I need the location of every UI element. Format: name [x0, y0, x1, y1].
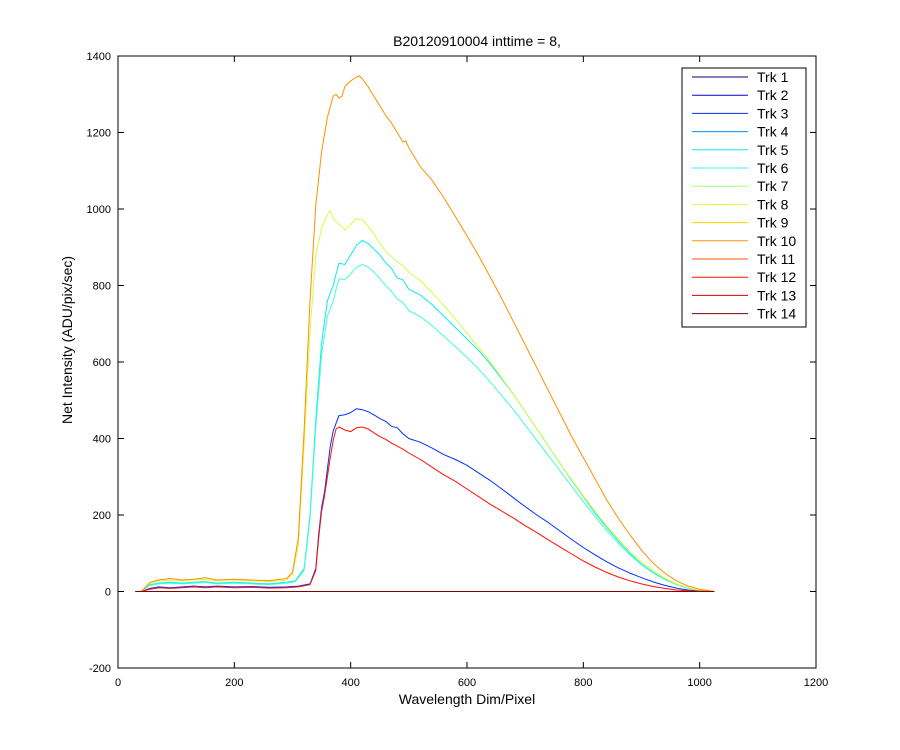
legend-entry: Trk 7	[692, 178, 789, 194]
y-tick-label: 0	[105, 587, 111, 599]
y-tick-label: 1400	[87, 51, 111, 63]
legend-entry: Trk 10	[692, 233, 796, 249]
legend-label: Trk 10	[757, 233, 796, 249]
legend-entry: Trk 8	[692, 196, 789, 212]
legend-entry: Trk 6	[692, 160, 789, 176]
x-axis-label: Wavelength Dim/Pixel	[399, 691, 535, 707]
legend-entry: Trk 11	[692, 251, 795, 267]
y-tick-label: -200	[89, 663, 111, 675]
legend-entry: Trk 13	[692, 287, 796, 303]
x-tick-label: 400	[341, 677, 359, 689]
legend-entry: Trk 9	[692, 215, 789, 231]
legend-label: Trk 3	[757, 105, 789, 121]
legend-label: Trk 2	[757, 87, 789, 103]
legend-label: Trk 14	[757, 306, 796, 322]
x-tick-label: 800	[574, 677, 592, 689]
x-tick-label: 1000	[687, 677, 711, 689]
legend-entry: Trk 3	[692, 105, 789, 121]
series-line-12	[135, 426, 715, 592]
chart-title: B20120910004 inttime = 8,	[393, 33, 561, 49]
y-tick-label: 600	[93, 357, 111, 369]
legend-entry: Trk 4	[692, 124, 789, 140]
series-line-10	[135, 75, 715, 592]
legend-label: Trk 8	[757, 196, 789, 212]
series-line-3	[135, 408, 715, 592]
series-lines	[135, 75, 715, 592]
x-tick-label: 0	[115, 677, 121, 689]
legend-label: Trk 12	[757, 269, 796, 285]
series-line-8	[135, 210, 715, 592]
series-line-6	[135, 264, 715, 592]
x-tick-label: 1200	[804, 677, 828, 689]
x-tick-label: 200	[225, 677, 243, 689]
series-line-5	[135, 239, 715, 592]
legend-label: Trk 4	[757, 124, 789, 140]
y-tick-label: 400	[93, 434, 111, 446]
y-tick-label: 1200	[87, 128, 111, 140]
legend-label: Trk 9	[757, 215, 789, 231]
legend-label: Trk 5	[757, 142, 789, 158]
legend-entry: Trk 12	[692, 269, 796, 285]
axis-ticks: 0 200 400 600 800 1000 1200 -200 0 200 400 600 800 10…	[87, 51, 829, 689]
y-tick-label: 1000	[87, 204, 111, 216]
y-axis-label: Net Intensity (ADU/pix/sec)	[59, 256, 75, 424]
legend-entry: Trk 2	[692, 87, 789, 103]
legend-box	[681, 67, 807, 328]
legend-entries: Trk 1 Trk 2 Trk 3 Trk 4 Trk 5 Trk 6 Trk 7 Trk 8…	[692, 69, 796, 322]
legend-entry: Trk 14	[692, 306, 796, 322]
legend-label: Trk 13	[757, 287, 796, 303]
x-tick-label: 600	[458, 677, 476, 689]
legend-label: Trk 7	[757, 178, 789, 194]
legend-label: Trk 6	[757, 160, 789, 176]
y-tick-label: 800	[93, 281, 111, 293]
legend-entry: Trk 5	[692, 142, 789, 158]
legend: Trk 1 Trk 2 Trk 3 Trk 4 Trk 5 Trk 6 Trk 7 Trk 8…	[681, 67, 807, 328]
legend-entry: Trk 1	[692, 69, 789, 85]
legend-label: Trk 1	[757, 69, 789, 85]
y-tick-label: 200	[93, 510, 111, 522]
legend-label: Trk 11	[757, 251, 795, 267]
